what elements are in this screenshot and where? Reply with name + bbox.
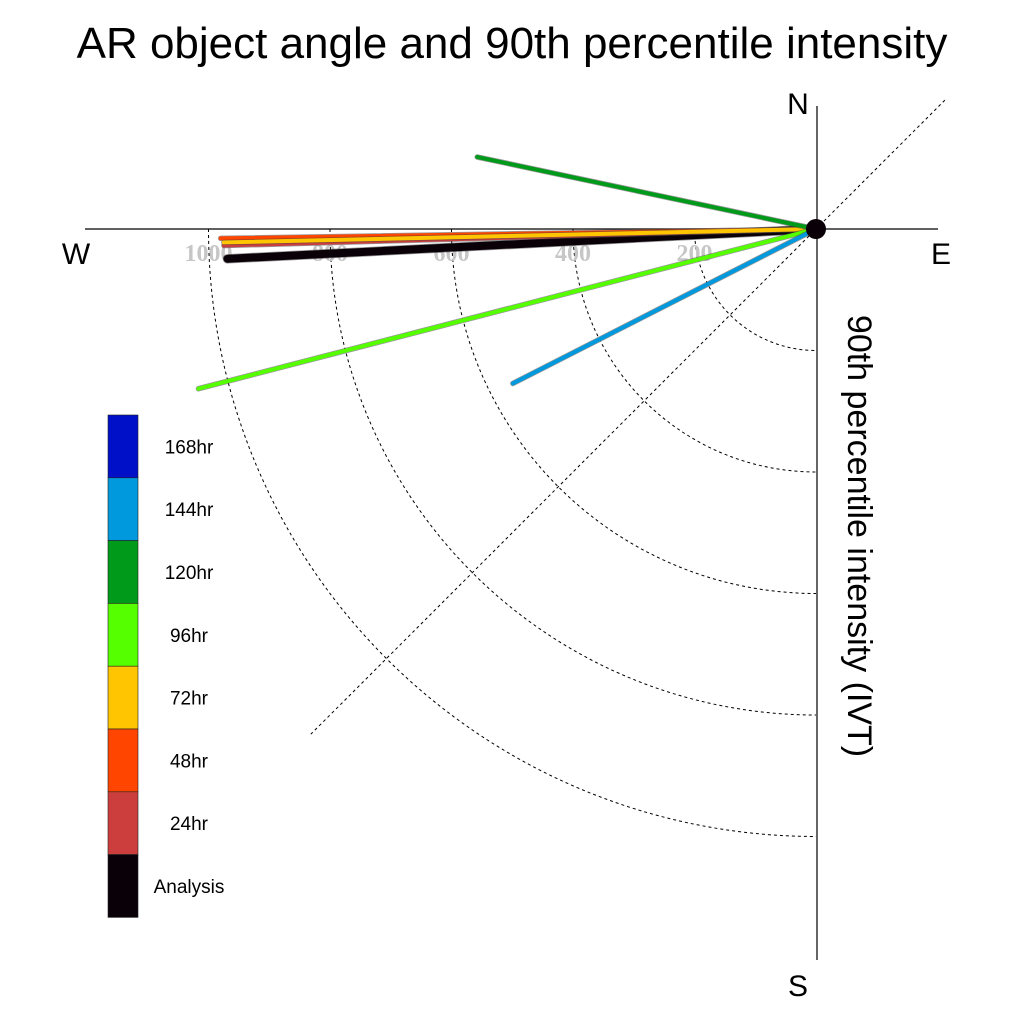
legend-label: 48hr <box>170 751 209 772</box>
series-line <box>221 227 818 245</box>
compass-west: W <box>62 238 91 271</box>
origin-marker <box>806 219 826 239</box>
legend-swatch <box>107 540 139 604</box>
legend-label: 168hr <box>165 437 214 458</box>
grid-arc <box>329 228 817 716</box>
grid-arc <box>572 228 817 473</box>
series-line <box>475 155 818 231</box>
grid-arc <box>694 228 817 351</box>
legend-label: 96hr <box>170 626 209 647</box>
legend-label: Analysis <box>154 877 225 898</box>
legend-swatch <box>107 665 139 730</box>
legend-swatch <box>107 854 139 918</box>
chart-title: AR object angle and 90th percentile inte… <box>77 19 948 68</box>
legend-label: 120hr <box>165 563 214 584</box>
grid-arc <box>451 228 817 594</box>
series-line <box>196 227 818 391</box>
legend-swatch <box>107 728 139 793</box>
polar-grid <box>208 99 946 837</box>
legend-label: 72hr <box>170 689 209 710</box>
compass-east: E <box>931 238 951 271</box>
legend-label: 144hr <box>165 500 214 521</box>
legend: 168hr 144hr 120hr 96hr 72hr 48hr 24hr Analysis <box>107 414 225 918</box>
series-line <box>510 227 818 386</box>
radial-axis-label: 90th percentile intensity (IVT) <box>840 315 878 757</box>
legend-swatch <box>107 791 139 855</box>
legend-swatch <box>107 603 139 667</box>
legend-label: 24hr <box>170 814 209 835</box>
legend-swatch <box>107 414 139 479</box>
legend-swatch <box>107 477 139 541</box>
compass-north: N <box>787 88 809 121</box>
grid-arc <box>208 228 817 837</box>
series-lines <box>195 154 821 392</box>
compass-south: S <box>788 970 808 1003</box>
